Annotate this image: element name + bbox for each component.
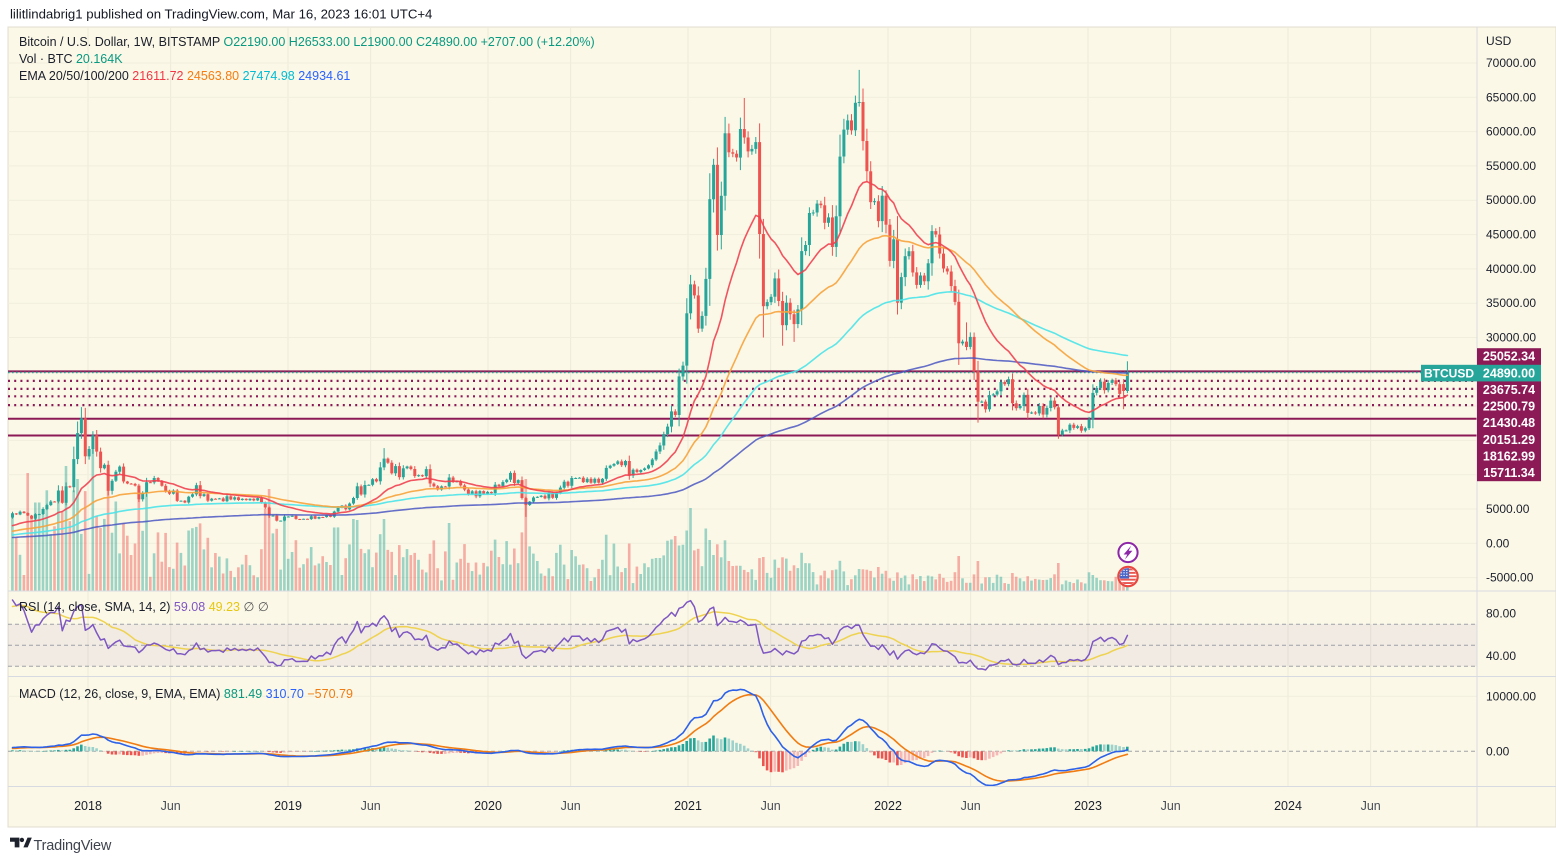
svg-text:2021: 2021 [674, 799, 702, 813]
svg-text:TradingView: TradingView [34, 838, 112, 854]
svg-text:lilitlindabrig1 published on T: lilitlindabrig1 published on TradingView… [10, 7, 432, 22]
svg-text:Jun: Jun [561, 799, 581, 813]
svg-text:Jun: Jun [761, 799, 781, 813]
svg-text:Bitcoin / U.S. Dollar, 1W, BIT: Bitcoin / U.S. Dollar, 1W, BITSTAMP O221… [19, 35, 595, 49]
svg-text:USD: USD [1486, 34, 1512, 48]
svg-text:30000.00: 30000.00 [1486, 331, 1536, 345]
svg-text:Jun: Jun [961, 799, 981, 813]
svg-text:MACD (12, 26, close, 9, EMA, E: MACD (12, 26, close, 9, EMA, EMA) 881.49… [19, 687, 353, 701]
svg-text:23675.74: 23675.74 [1483, 383, 1535, 397]
svg-text:RSI (14, close, SMA, 14, 2) 5: RSI (14, close, SMA, 14, 2) 59.08 49.23 … [19, 600, 269, 614]
svg-text:Jun: Jun [1161, 799, 1181, 813]
svg-text:0.00: 0.00 [1486, 536, 1510, 550]
svg-text:65000.00: 65000.00 [1486, 90, 1536, 104]
svg-text:5000.00: 5000.00 [1486, 502, 1530, 516]
svg-text:40.00: 40.00 [1486, 649, 1516, 663]
svg-text:2019: 2019 [274, 799, 302, 813]
svg-text:50000.00: 50000.00 [1486, 193, 1536, 207]
svg-text:21430.48: 21430.48 [1483, 416, 1535, 430]
svg-text:Vol · BTC 20.164K: Vol · BTC 20.164K [19, 52, 123, 66]
svg-text:15711.34: 15711.34 [1483, 466, 1534, 480]
svg-text:60000.00: 60000.00 [1486, 125, 1536, 139]
svg-text:80.00: 80.00 [1486, 607, 1516, 621]
svg-text:35000.00: 35000.00 [1486, 296, 1536, 310]
svg-text:55000.00: 55000.00 [1486, 159, 1536, 173]
svg-text:2020: 2020 [474, 799, 502, 813]
svg-text:2022: 2022 [874, 799, 902, 813]
svg-text:10000.00: 10000.00 [1486, 689, 1536, 703]
svg-text:20151.29: 20151.29 [1483, 433, 1535, 447]
svg-text:EMA 20/50/100/200 21611.72 2: EMA 20/50/100/200 21611.72 24563.80 2747… [19, 69, 350, 83]
svg-text:2023: 2023 [1074, 799, 1102, 813]
svg-text:70000.00: 70000.00 [1486, 56, 1536, 70]
svg-text:22500.79: 22500.79 [1483, 400, 1535, 414]
svg-text:Jun: Jun [161, 799, 181, 813]
svg-text:2024: 2024 [1274, 799, 1302, 813]
svg-text:40000.00: 40000.00 [1486, 262, 1536, 276]
svg-text:Jun: Jun [361, 799, 381, 813]
svg-text:25052.34: 25052.34 [1483, 350, 1535, 364]
svg-text:-5000.00: -5000.00 [1486, 571, 1534, 585]
svg-text:Jun: Jun [1361, 799, 1381, 813]
svg-text:18162.99: 18162.99 [1483, 449, 1535, 463]
svg-text:45000.00: 45000.00 [1486, 228, 1536, 242]
svg-text:2018: 2018 [74, 799, 102, 813]
svg-text:0.00: 0.00 [1486, 744, 1510, 758]
svg-text:24890.00: 24890.00 [1483, 366, 1535, 380]
svg-text:BTCUSD: BTCUSD [1424, 366, 1474, 380]
